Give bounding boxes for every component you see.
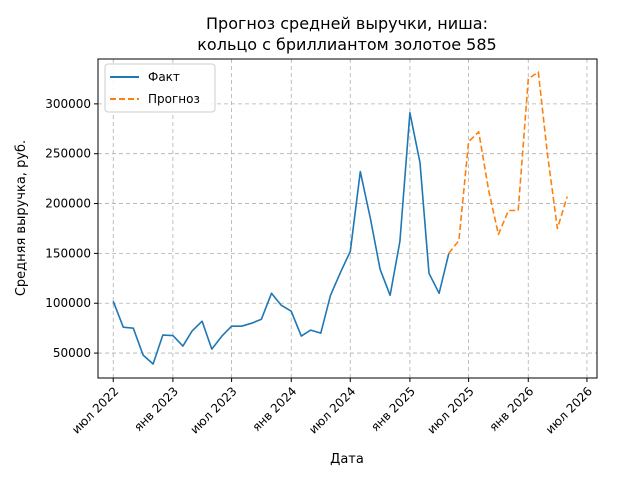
y-tick-label: 50000 [53, 346, 91, 360]
legend-label-forecast: Прогноз [148, 92, 200, 106]
x-axis-label: Дата [330, 452, 364, 467]
chart-title-line-2: кольцо с бриллиантом золотое 585 [197, 35, 496, 54]
series-line-forecast [448, 71, 568, 254]
plot-frame [97, 58, 598, 379]
x-tick-label: янв 2026 [487, 384, 537, 434]
x-tick-label: июл 2023 [187, 384, 239, 436]
y-tick-label: 100000 [45, 296, 91, 310]
x-tick-label: июл 2026 [543, 384, 595, 436]
x-tick-label: янв 2025 [368, 384, 418, 434]
y-axis-label: Средняя выручка, руб. [14, 140, 29, 296]
grid [98, 59, 597, 378]
series-line-fact [112, 112, 450, 365]
x-axis-ticks: июл 2022 янв 2023 июл 2023 янв 2024 июл 2024… [69, 378, 595, 437]
y-tick-label: 150000 [45, 246, 91, 260]
x-tick-label: июл 2025 [424, 384, 476, 436]
x-tick-label: янв 2024 [250, 384, 300, 434]
legend-label-fact: Факт [148, 70, 180, 84]
y-axis-ticks: 50000 100000 150000 200000 250000 300000 [45, 97, 98, 360]
x-tick-label: июл 2022 [69, 384, 121, 436]
series-layer [112, 71, 568, 365]
x-tick-label: июл 2024 [306, 384, 358, 436]
chart-title-line-1: Прогноз средней выручки, ниша: [206, 14, 488, 33]
y-tick-label: 300000 [45, 97, 91, 111]
legend: Факт Прогноз [104, 63, 216, 113]
y-tick-label: 250000 [45, 147, 91, 161]
x-tick-label: янв 2023 [131, 384, 181, 434]
y-tick-label: 200000 [45, 197, 91, 211]
